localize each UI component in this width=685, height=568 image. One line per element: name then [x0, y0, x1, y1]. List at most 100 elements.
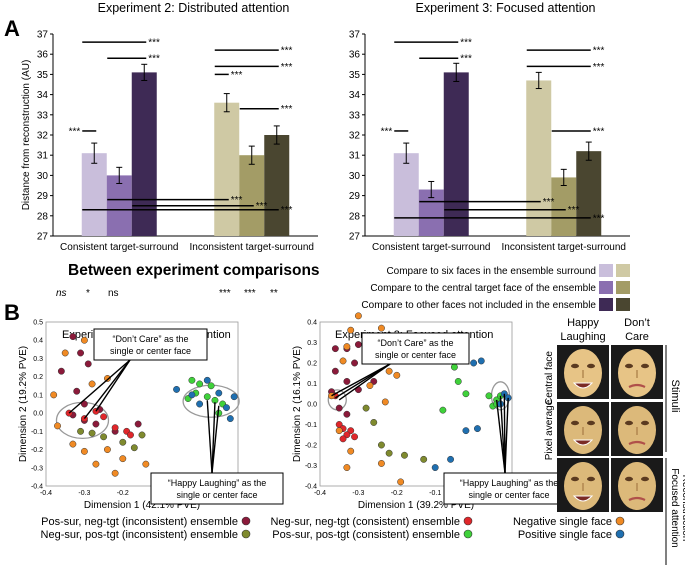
scatter-point [77, 427, 85, 435]
significance-label: *** [593, 213, 605, 224]
callout-text-line1: “Happy Laughing” as the [168, 478, 267, 488]
scatter-point [138, 431, 146, 439]
callout-text-line1: “Don’t Care” as the [377, 338, 453, 348]
scatter-point [331, 345, 339, 353]
scatter-point [431, 464, 439, 471]
face-eye [641, 420, 649, 426]
scatter-point [111, 469, 119, 477]
significance-label: *** [281, 104, 293, 115]
legend-b: Pos-sur, neg-tgt (inconsistent) ensemble… [41, 516, 625, 541]
scatter-point [196, 400, 204, 408]
scatter-exp3: Experiment 3: Focused attention-0.4-0.3-… [292, 312, 575, 511]
plot-area [319, 321, 513, 487]
face-eye [587, 363, 595, 369]
y-tick-label: 32 [349, 131, 361, 142]
callout-line [68, 359, 131, 414]
x-tick-label: -0.2 [117, 490, 129, 497]
callout-box [361, 332, 470, 365]
legend-b-marker [615, 516, 625, 526]
scatter-point [119, 455, 127, 463]
y-tick-label: 33 [37, 110, 49, 121]
scatter-point [127, 431, 134, 439]
legend-b-marker [241, 516, 251, 526]
bar-chart-exp3: Experiment 3: Focused attention 27 28 29 30 3… [349, 1, 630, 253]
legend-a-swatch-2a [599, 281, 613, 294]
scatter-point [485, 392, 493, 400]
y-tick-label: 0.5 [33, 320, 43, 327]
scatter-point [328, 392, 335, 400]
bar-chart-title: Experiment 2: Distributed attention [98, 1, 290, 15]
y-tick-label: 33 [349, 110, 361, 121]
scatter-point [366, 382, 374, 389]
y-axis-label: Dimension 2 (19.2% PVE) [18, 346, 29, 462]
scatter-point [473, 425, 481, 433]
scatter-point [401, 451, 408, 459]
callout-text-line2: single or center face [110, 346, 191, 356]
face-side-label-stimuli: Stimuli [669, 379, 681, 412]
y-tick-label: -0.1 [305, 422, 317, 429]
callout-box [150, 472, 284, 505]
callout-line [338, 363, 391, 401]
category-label: Consistent target-surround [60, 242, 178, 253]
scatter-point [381, 398, 389, 406]
scatter-point [92, 420, 100, 428]
scatter-point [134, 420, 142, 428]
y-tick-label: -0.4 [305, 484, 317, 491]
y-tick-label: 34 [349, 90, 361, 101]
x-tick-label: -0.3 [78, 490, 90, 497]
bar [576, 151, 602, 236]
x-tick-label: -0.2 [391, 490, 403, 497]
legend-b-label: Pos-sur, neg-tgt (inconsistent) ensemble [41, 516, 238, 528]
scatter-point [100, 413, 108, 421]
legend-a-label-3: Compare to other faces not included in t… [361, 300, 596, 311]
scatter-point [77, 349, 85, 357]
scatter-point [393, 371, 401, 379]
scatter-point [362, 404, 370, 412]
legend-b-marker [463, 529, 473, 539]
face-col-label-happy-1: Happy [567, 317, 599, 329]
scatter-point [343, 410, 351, 418]
x-tick-label: -0.3 [352, 490, 364, 497]
legend-b-label: Positive single face [518, 529, 612, 541]
face-col-label-dontcare-1: Don’t [624, 317, 650, 329]
scatter-point [397, 478, 405, 486]
scatter-point [73, 387, 81, 395]
x-tick-label: -0.1 [429, 490, 441, 497]
y-tick-label: 31 [349, 151, 361, 162]
y-tick-label: 29 [37, 191, 49, 202]
scatter-point [50, 391, 58, 399]
scatter-point [370, 419, 378, 426]
between-mark-5: *** [244, 288, 256, 299]
bar [393, 153, 419, 236]
legend-a-swatch-1a [599, 264, 613, 277]
scatter-point [103, 375, 111, 382]
y-tick-label: 0.1 [307, 381, 317, 388]
significance-label: *** [593, 46, 605, 57]
scatter-point [80, 400, 88, 408]
y-tick-label: 31 [37, 151, 49, 162]
callout-line [211, 405, 220, 474]
face-mouth-neutral [628, 383, 646, 388]
category-label: Inconsistent target-surround [501, 242, 626, 253]
face-panel: Happy Laughing Don’t Care Central face P… [544, 317, 685, 565]
highlight-ellipse [182, 384, 240, 418]
scatter-point [111, 424, 119, 432]
legend-a-swatch-2b [616, 281, 630, 294]
scatter-point [69, 440, 77, 448]
scatter-point [88, 380, 96, 388]
scatter-point [477, 357, 485, 365]
significance-label: *** [381, 126, 393, 137]
legend-b-label: Neg-sur, pos-tgt (inconsistent) ensemble [41, 529, 238, 541]
y-tick-label: 35 [37, 70, 49, 81]
scatter-point [80, 447, 88, 455]
callout-text-line1: “Don’t Care” as the [112, 334, 188, 344]
scatter-point [450, 363, 458, 371]
face-eye [625, 476, 633, 482]
scatter-point [173, 385, 181, 393]
between-title: Between experiment comparisons [68, 262, 320, 279]
bar [526, 80, 552, 237]
scatter-point [230, 393, 238, 401]
scatter-point [69, 333, 77, 341]
scatter-point [447, 455, 455, 463]
